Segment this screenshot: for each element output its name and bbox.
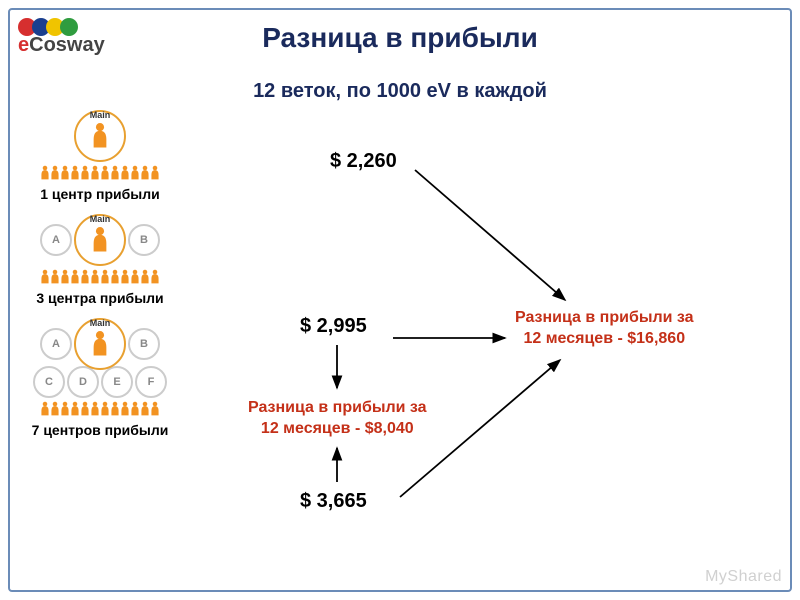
diff-line1: Разница в прибыли за bbox=[248, 399, 427, 416]
mini-person-icon bbox=[130, 268, 140, 286]
page-title: Разница в прибыли bbox=[0, 22, 800, 54]
mini-person-icon bbox=[120, 268, 130, 286]
mini-person-icon bbox=[140, 268, 150, 286]
mini-person-icon bbox=[80, 164, 90, 182]
mini-person-icon bbox=[110, 400, 120, 418]
mini-person-icon bbox=[40, 400, 50, 418]
mini-person-icon bbox=[90, 164, 100, 182]
amount-3: $ 3,665 bbox=[300, 490, 367, 513]
pyramid-caption: 1 центр прибыли bbox=[40, 186, 160, 202]
diff-text-2: Разница в прибыли за 12 месяцев - $8,040 bbox=[248, 398, 427, 440]
sub-circle-B: B bbox=[128, 328, 160, 360]
people-row bbox=[40, 164, 160, 182]
sub-circles-row2: CDEF bbox=[33, 366, 167, 398]
people-row bbox=[40, 268, 160, 286]
mini-person-icon bbox=[120, 164, 130, 182]
diff-line1: Разница в прибыли за bbox=[515, 309, 694, 326]
mini-person-icon bbox=[130, 400, 140, 418]
left-column: Main 1 центр при bbox=[20, 110, 180, 438]
main-circle: Main bbox=[74, 214, 126, 266]
subtitle: 12 веток, по 1000 eV в каждой bbox=[0, 80, 800, 103]
sub-circle-A: A bbox=[40, 328, 72, 360]
mini-person-icon bbox=[110, 268, 120, 286]
mini-person-icon bbox=[70, 400, 80, 418]
mini-person-icon bbox=[130, 164, 140, 182]
mini-person-icon bbox=[150, 268, 160, 286]
sub-circle-A: A bbox=[40, 224, 72, 256]
mini-person-icon bbox=[150, 164, 160, 182]
mini-person-icon bbox=[70, 164, 80, 182]
main-label: Main bbox=[90, 110, 111, 120]
mini-person-icon bbox=[50, 164, 60, 182]
diff-line2: 12 месяцев - $8,040 bbox=[261, 420, 414, 437]
mini-person-icon bbox=[40, 268, 50, 286]
mini-person-icon bbox=[90, 268, 100, 286]
mini-person-icon bbox=[100, 400, 110, 418]
pyramid-block-3: A Main B CDEF bbox=[20, 324, 180, 438]
sub-circle-C: C bbox=[33, 366, 65, 398]
mini-person-icon bbox=[70, 268, 80, 286]
people-row bbox=[40, 400, 160, 418]
watermark: MyShared bbox=[705, 568, 782, 586]
main-label: Main bbox=[90, 318, 111, 328]
mini-person-icon bbox=[80, 400, 90, 418]
mini-person-icon bbox=[60, 268, 70, 286]
pyramid-block-2: A Main B bbox=[20, 220, 180, 306]
mini-person-icon bbox=[50, 400, 60, 418]
amount-1: $ 2,260 bbox=[330, 150, 397, 173]
sub-circles-row1: A Main B bbox=[40, 214, 160, 266]
diff-line2: 12 месяцев - $16,860 bbox=[523, 330, 685, 347]
sub-circle-F: F bbox=[135, 366, 167, 398]
mini-person-icon bbox=[120, 400, 130, 418]
sub-circle-D: D bbox=[67, 366, 99, 398]
mini-person-icon bbox=[60, 164, 70, 182]
mini-person-icon bbox=[140, 400, 150, 418]
main-circle: Main bbox=[74, 318, 126, 370]
mini-person-icon bbox=[80, 268, 90, 286]
diff-text-1: Разница в прибыли за 12 месяцев - $16,860 bbox=[515, 308, 694, 350]
mini-person-icon bbox=[140, 164, 150, 182]
main-circle: Main bbox=[74, 110, 126, 162]
sub-circle-B: B bbox=[128, 224, 160, 256]
pyramid-caption: 7 центров прибыли bbox=[32, 422, 169, 438]
mini-person-icon bbox=[50, 268, 60, 286]
mini-person-icon bbox=[100, 164, 110, 182]
mini-person-icon bbox=[90, 400, 100, 418]
mini-person-icon bbox=[150, 400, 160, 418]
pyramid-block-1: Main 1 центр при bbox=[20, 110, 180, 202]
mini-person-icon bbox=[60, 400, 70, 418]
sub-circle-E: E bbox=[101, 366, 133, 398]
mini-person-icon bbox=[40, 164, 50, 182]
amount-2: $ 2,995 bbox=[300, 315, 367, 338]
mini-person-icon bbox=[100, 268, 110, 286]
main-label: Main bbox=[90, 214, 111, 224]
mini-person-icon bbox=[110, 164, 120, 182]
pyramid-caption: 3 центра прибыли bbox=[36, 290, 163, 306]
sub-circles-row1: A Main B bbox=[40, 318, 160, 370]
